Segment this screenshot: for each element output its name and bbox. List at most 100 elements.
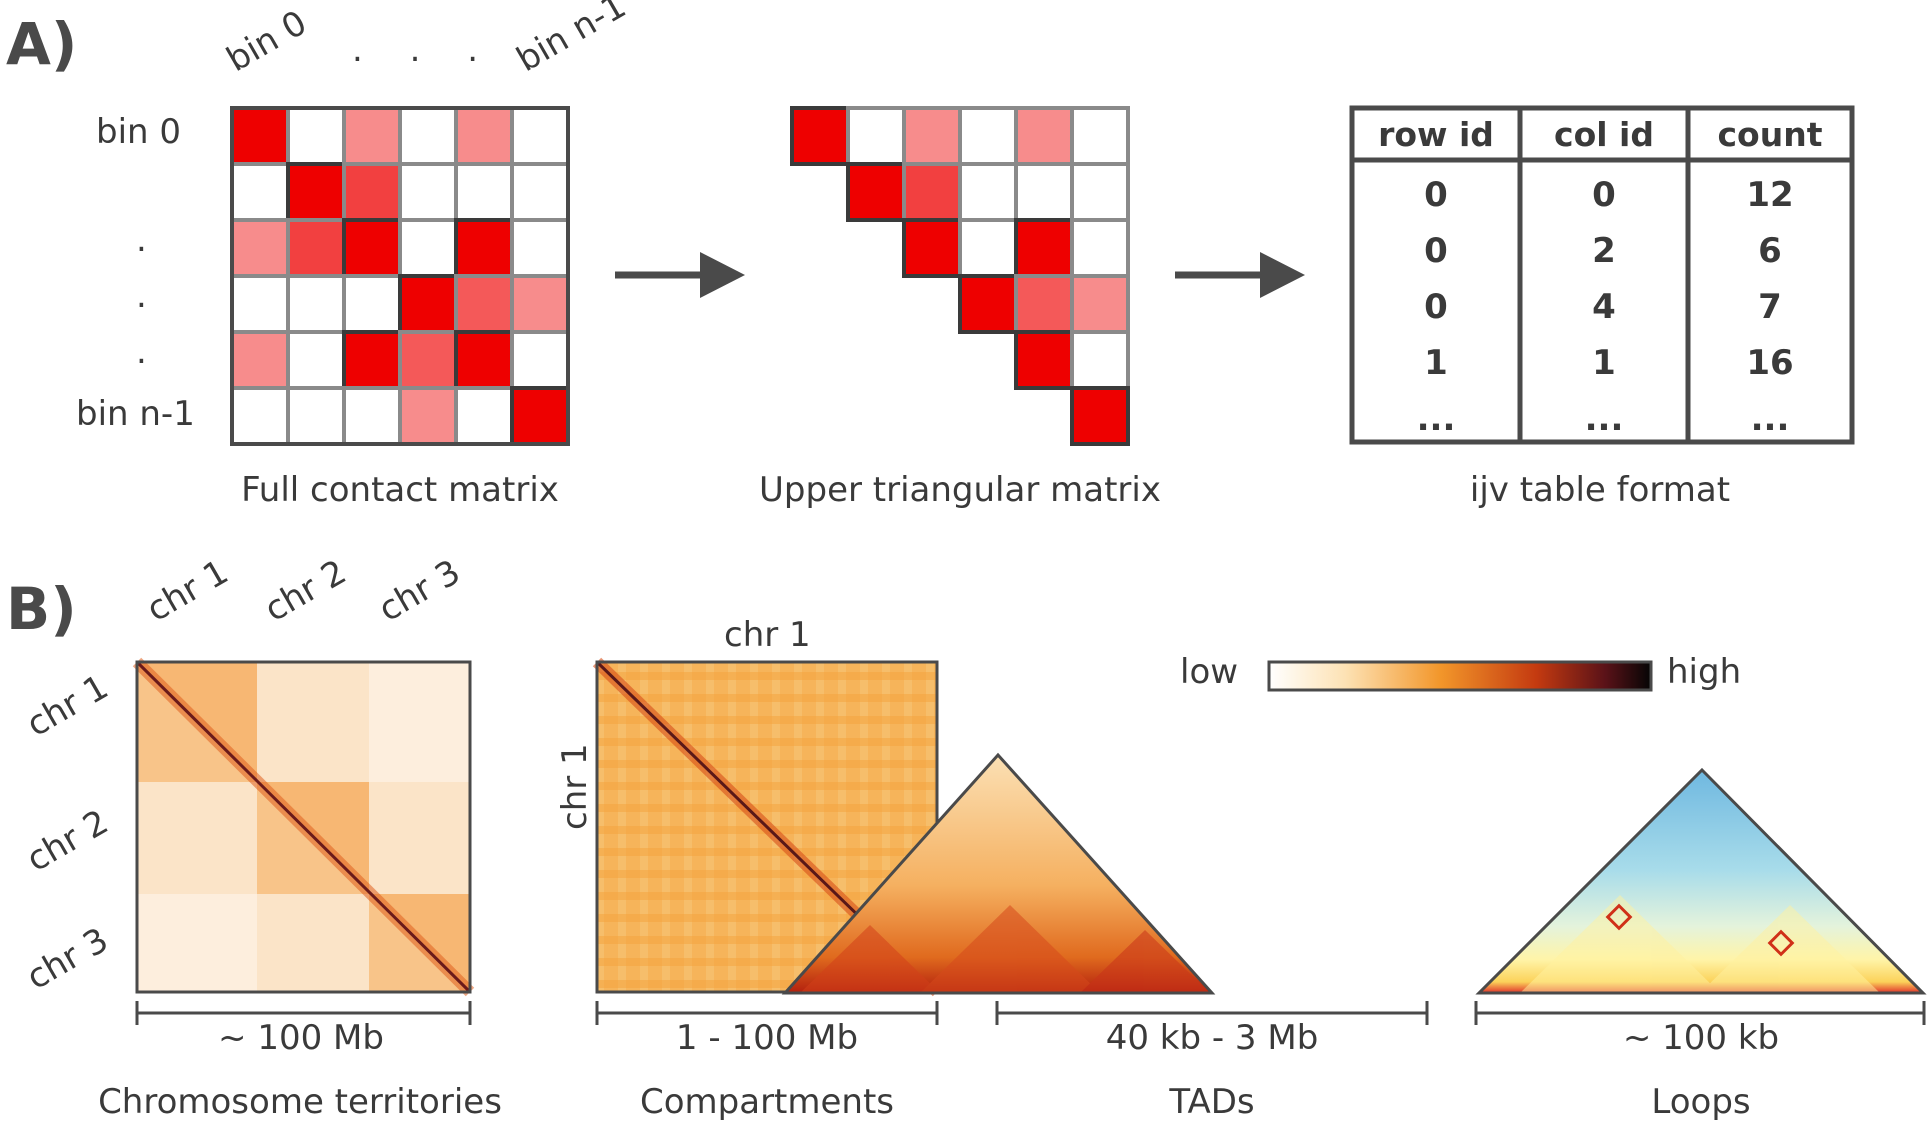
- table-cell: 0: [1592, 175, 1616, 215]
- matrix-cell: [1070, 274, 1130, 334]
- chromosome-territories-map: [132, 657, 475, 997]
- matrix-cell: [286, 274, 346, 334]
- matrix-cell: [230, 106, 290, 166]
- matrix-cell: [398, 386, 458, 446]
- matrix-cell: [846, 162, 906, 222]
- table-header-cell: count: [1718, 115, 1823, 154]
- table-cell: 0: [1424, 287, 1448, 327]
- table-cell: 1: [1592, 343, 1616, 383]
- matrix-cell: [454, 274, 514, 334]
- loop-marker-2: [1767, 929, 1795, 957]
- matrix-cell: [1014, 162, 1074, 222]
- row-label-bin-0: bin 0: [96, 112, 182, 152]
- matrix-cell: [230, 162, 290, 222]
- ijv-table: row id col id count 0 0 12 0 2 6 0 4 7 1 1 16.........: [1349, 105, 1855, 445]
- matrix-cell: [510, 386, 570, 446]
- table-cell: 2: [1592, 231, 1616, 271]
- row-label-bin-n-1: bin n-1: [76, 394, 195, 434]
- table-cell: 6: [1758, 231, 1782, 271]
- tads-triangle: [781, 752, 1216, 995]
- chr-row-label-3: chr 3: [20, 920, 116, 998]
- matrix-cell: [958, 274, 1018, 334]
- matrix-cell: [510, 106, 570, 166]
- matrix-cell: [1014, 330, 1074, 390]
- table-header-cell: col id: [1554, 115, 1654, 154]
- matrix-cell: [902, 106, 962, 166]
- col-label-dots: . . .: [352, 30, 497, 70]
- colorbar-high-label: high: [1667, 652, 1742, 692]
- matrix-cell: [510, 330, 570, 390]
- matrix-cell: [286, 162, 346, 222]
- matrix-cell: [398, 162, 458, 222]
- matrix-cell: [902, 162, 962, 222]
- matrix-cell: [1014, 106, 1074, 166]
- matrix-cell: [342, 386, 402, 446]
- matrix-cell: [454, 162, 514, 222]
- table-cell: 0: [1424, 231, 1448, 271]
- matrix-cell: [1014, 218, 1074, 278]
- scale-tads: 40 kb - 3 Mb: [1105, 1018, 1319, 1058]
- matrix-cell: [286, 330, 346, 390]
- row-label-dot-2: .: [136, 276, 147, 316]
- row-label-dot-1: .: [136, 220, 147, 260]
- arrow-1: [615, 252, 745, 298]
- matrix-cell: [902, 218, 962, 278]
- table-cell: ...: [1751, 399, 1790, 439]
- colorbar: [1267, 660, 1653, 692]
- chr-col-label-1: chr 1: [140, 552, 236, 630]
- caption-loops: Loops: [1651, 1082, 1751, 1122]
- matrix-cell: [790, 106, 850, 166]
- row-label-dot-3: .: [136, 332, 147, 372]
- chr-row-label-1: chr 1: [20, 667, 116, 745]
- matrix-cell: [398, 218, 458, 278]
- caption-tads: TADs: [1169, 1082, 1255, 1122]
- panel-a-graphics: row id col id count 0 0 12 0 2 6 0 4 7 1 1 16.........: [230, 105, 1855, 446]
- caption-territories: Chromosome territories: [98, 1082, 502, 1122]
- matrix-cell: [958, 218, 1018, 278]
- full-contact-matrix: [230, 106, 570, 446]
- scale-territories: ~ 100 Mb: [218, 1018, 384, 1058]
- panel-a-label: A): [6, 10, 78, 78]
- table-cell: 0: [1424, 175, 1448, 215]
- matrix-cell: [454, 106, 514, 166]
- table-cell: 1: [1424, 343, 1448, 383]
- matrix-cell: [342, 162, 402, 222]
- caption-upper-matrix: Upper triangular matrix: [759, 470, 1161, 510]
- chr-col-label-2: chr 2: [258, 552, 354, 630]
- matrix-cell: [398, 106, 458, 166]
- matrix-cell: [454, 330, 514, 390]
- compartment-side-label: chr 1: [555, 743, 595, 830]
- upper-triangular-matrix: [790, 106, 1130, 446]
- matrix-cell: [230, 218, 290, 278]
- table-header-cell: row id: [1378, 115, 1494, 154]
- arrow-2: [1175, 252, 1305, 298]
- table-cell: 4: [1592, 287, 1616, 327]
- table-cell: ...: [1417, 399, 1456, 439]
- table-border: [1349, 105, 1855, 445]
- matrix-cell: [342, 330, 402, 390]
- matrix-cell: [230, 386, 290, 446]
- matrix-cell: [286, 386, 346, 446]
- scale-compartments: 1 - 100 Mb: [675, 1018, 859, 1058]
- matrix-cell: [1014, 274, 1074, 334]
- caption-full-matrix: Full contact matrix: [241, 470, 559, 510]
- loops-triangle: [1475, 767, 1927, 995]
- table-cell: 12: [1746, 175, 1793, 215]
- matrix-cell: [958, 106, 1018, 166]
- matrix-cell: [510, 274, 570, 334]
- table-cell: 16: [1746, 343, 1793, 383]
- matrix-cell: [958, 162, 1018, 222]
- compartment-top-label: chr 1: [724, 615, 811, 655]
- matrix-cell: [286, 218, 346, 278]
- loop-marker-1: [1605, 903, 1633, 931]
- matrix-cell: [230, 330, 290, 390]
- matrix-cell: [1070, 162, 1130, 222]
- matrix-cell: [1070, 386, 1130, 446]
- matrix-cell: [230, 274, 290, 334]
- caption-ijv-table: ijv table format: [1469, 470, 1731, 510]
- chr-col-label-3: chr 3: [372, 552, 468, 630]
- panel-b-label: B): [6, 575, 77, 643]
- compartments-map: [592, 657, 942, 997]
- matrix-cell: [342, 274, 402, 334]
- matrix-cell: [398, 274, 458, 334]
